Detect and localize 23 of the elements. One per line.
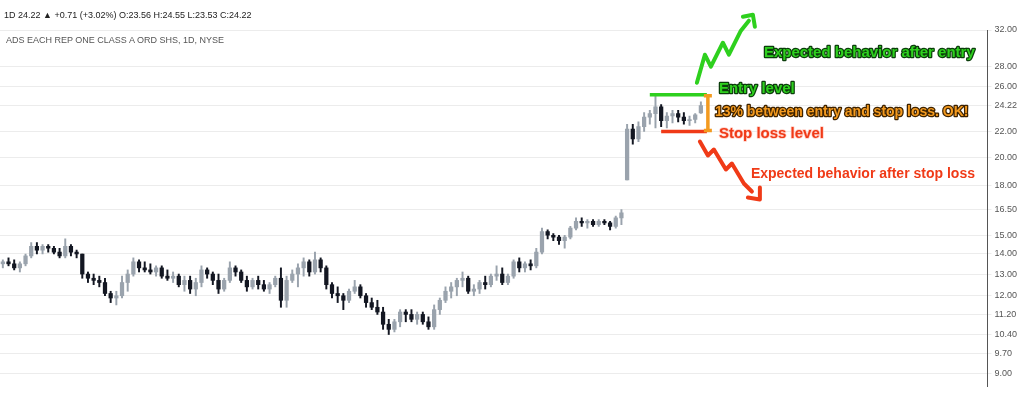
y-tick-label: 32.00 <box>994 24 1018 35</box>
y-tick-label: 10.40 <box>994 329 1018 339</box>
y-tick-label: 14.00 <box>994 248 1018 259</box>
y-tick-label: 12.00 <box>994 290 1018 301</box>
y-tick-label: 26.00 <box>994 80 1018 91</box>
y-tick-label: 13.00 <box>994 268 1018 279</box>
y-tick-label: 20.00 <box>994 151 1018 162</box>
y-tick-label: 15.00 <box>994 229 1018 240</box>
y-tick-label: 18.00 <box>994 180 1018 191</box>
y-tick-label: 11.20 <box>994 308 1017 319</box>
y-tick-label: 24.22 <box>994 99 1018 110</box>
y-tick-label: 28.00 <box>994 60 1018 71</box>
ref-line-label: Stop loss level <box>718 123 824 141</box>
chart-subtitle: 1D 24.22 ▲ +0.71 (+3.02%) O:23.56 H:24.55 L:23.53 C:24.22 <box>4 10 252 20</box>
annotation: Expected behavior after entry <box>763 42 976 60</box>
annotation: 13% between entry and stop loss. OK! <box>714 102 969 119</box>
y-tick-label: 22.00 <box>994 126 1018 136</box>
y-tick-label: 16.50 <box>994 203 1018 214</box>
text: ADS EACH REP ONE CLASS A ORD SHS, 1D, NYSE <box>6 34 224 45</box>
y-tick-label: 9.00 <box>994 368 1013 379</box>
y-tick-label: 9.70 <box>994 347 1013 358</box>
annotation: Expected behavior after stop loss <box>750 165 976 182</box>
ref-line-label: Entry level <box>718 78 795 96</box>
